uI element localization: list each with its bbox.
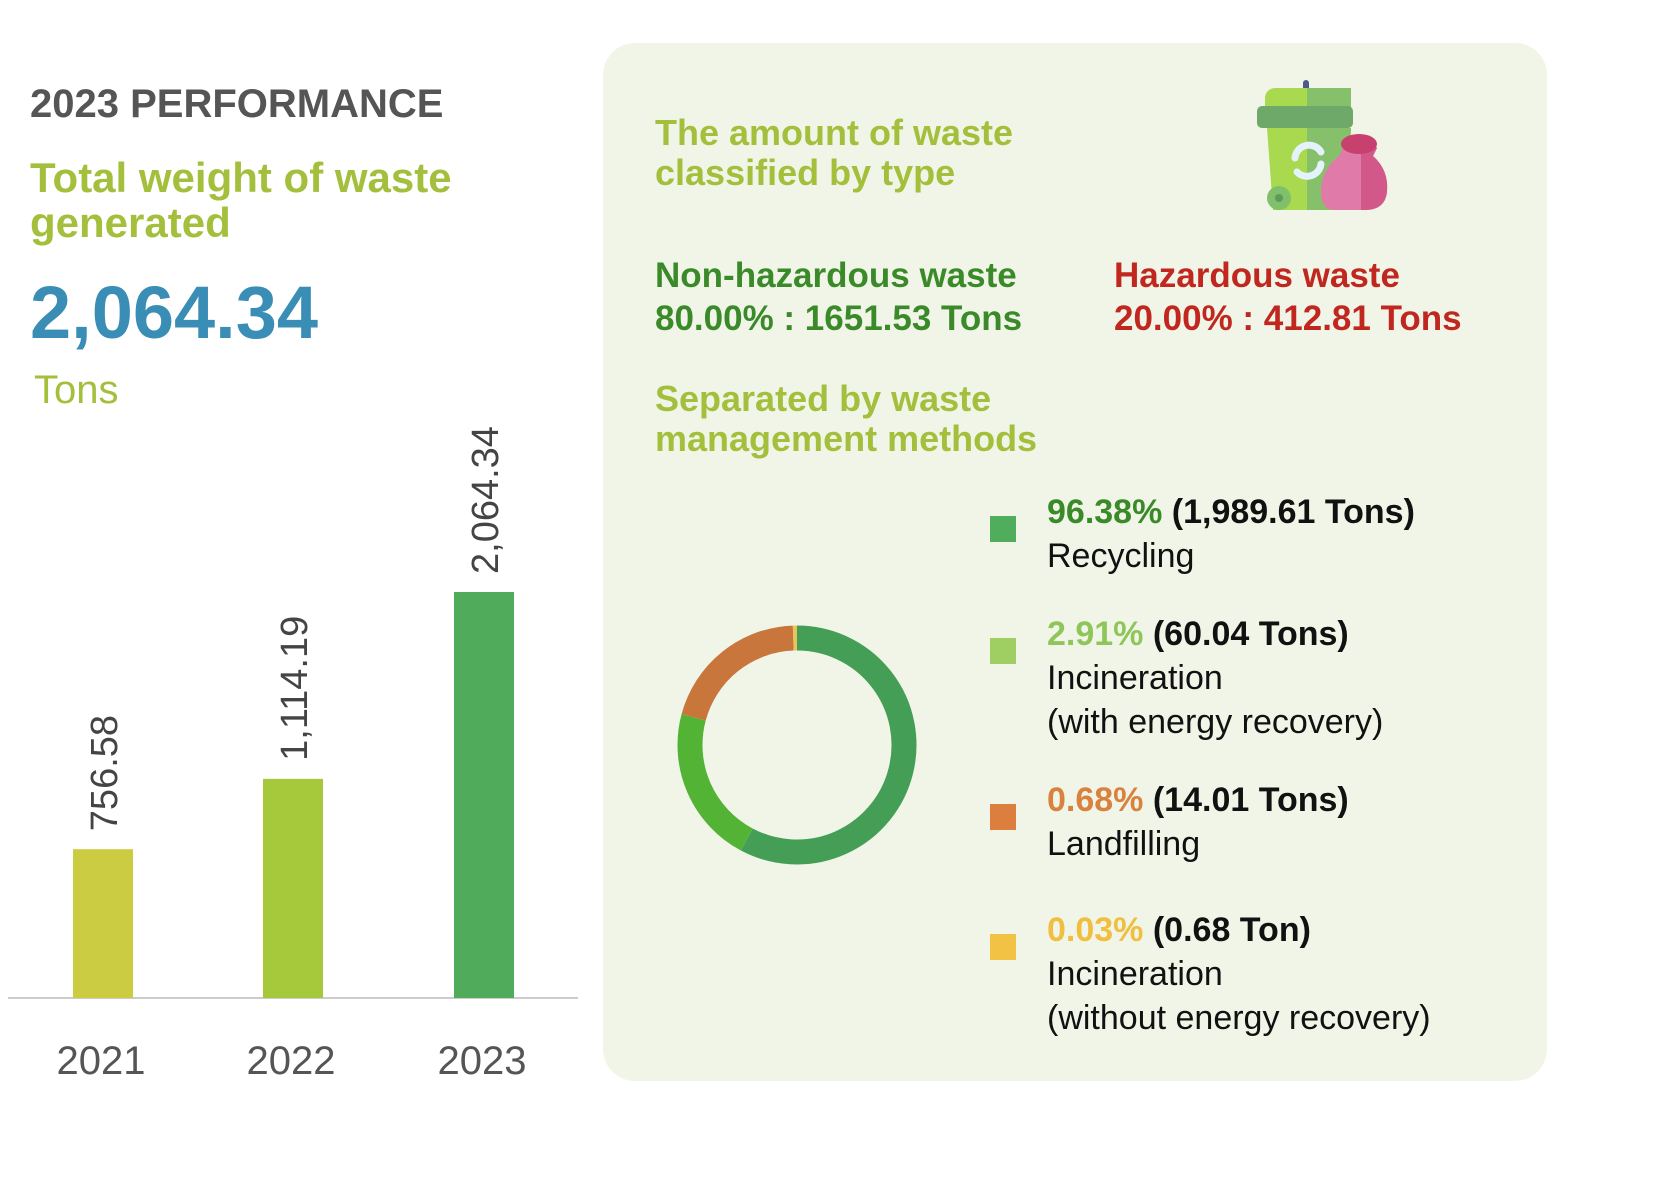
legend-label: Recycling xyxy=(1047,537,1195,575)
bar-value-label: 2,064.34 xyxy=(465,426,507,574)
legend-tons: (1,989.61 Tons) xyxy=(1171,493,1415,531)
legend-tons: (0.68 Ton) xyxy=(1152,911,1311,949)
legend-item: 96.38% (1,989.61 Tons) Recycling xyxy=(1047,490,1415,578)
waste-type-panel xyxy=(603,43,1547,1081)
total-value: 2,064.34 xyxy=(30,271,319,354)
legend-pct: 2.91% xyxy=(1047,615,1144,653)
legend-pct: 0.68% xyxy=(1047,781,1144,819)
legend-swatch xyxy=(990,638,1016,664)
x-tick-label: 2022 xyxy=(247,1039,336,1083)
bar-value-label: 1,114.19 xyxy=(274,616,316,761)
bar-2023 xyxy=(454,592,514,998)
hazardous-label: Hazardous waste xyxy=(1114,256,1400,295)
bar-2021 xyxy=(73,849,133,998)
legend-label: Incineration xyxy=(1047,659,1223,697)
recycle-bin-icon xyxy=(1257,80,1388,210)
hazardous-value: 20.00% : 412.81 Tons xyxy=(1114,299,1462,338)
non-hazardous-value: 80.00% : 1651.53 Tons xyxy=(655,299,1023,338)
x-tick-label: 2023 xyxy=(438,1039,527,1083)
bar-value-label: 756.58 xyxy=(84,715,126,831)
legend-item: 2.91% (60.04 Tons) Incineration (with ener… xyxy=(1047,612,1383,744)
legend-label: Landfilling xyxy=(1047,825,1201,863)
methods-title: Separated by waste management methods xyxy=(655,378,1038,459)
non-hazardous-label: Non-hazardous waste xyxy=(655,256,1017,295)
donut-slice-0 xyxy=(740,625,917,865)
bar-chart: 756.58 2021 1,114.19 2022 2,064.34 2023 xyxy=(8,426,578,1083)
hazardous-stat: Hazardous waste 20.00% : 412.81 Tons xyxy=(1114,254,1462,340)
chart-title: Total weight of waste generated xyxy=(30,154,452,246)
legend-tons: (14.01 Tons) xyxy=(1152,781,1349,819)
legend-pct: 96.38% xyxy=(1047,493,1163,531)
legend-label-detail: (with energy recovery) xyxy=(1047,703,1384,741)
legend-swatch xyxy=(990,934,1016,960)
legend-label: Incineration xyxy=(1047,955,1223,993)
section-heading: 2023 PERFORMANCE xyxy=(30,82,444,126)
legend-tons: (60.04 Tons) xyxy=(1152,615,1349,653)
total-unit: Tons xyxy=(34,368,119,412)
bar-2022 xyxy=(263,778,323,998)
donut-slice-1 xyxy=(677,714,753,851)
donut-slice-2 xyxy=(681,625,795,721)
non-hazardous-stat: Non-hazardous waste 80.00% : 1651.53 Ton… xyxy=(655,254,1022,340)
legend-item: 0.03% (0.68 Ton) Incineration (without ene… xyxy=(1047,908,1431,1040)
legend-pct: 0.03% xyxy=(1047,911,1144,949)
panel-title: The amount of waste classified by type xyxy=(655,112,1014,193)
x-tick-label: 2021 xyxy=(57,1039,146,1083)
legend-label-detail: (without energy recovery) xyxy=(1047,999,1431,1037)
legend-swatch xyxy=(990,516,1016,542)
donut-chart xyxy=(677,625,917,865)
legend-item: 0.68% (14.01 Tons) Landfilling xyxy=(1047,778,1349,866)
legend-swatch xyxy=(990,804,1016,830)
